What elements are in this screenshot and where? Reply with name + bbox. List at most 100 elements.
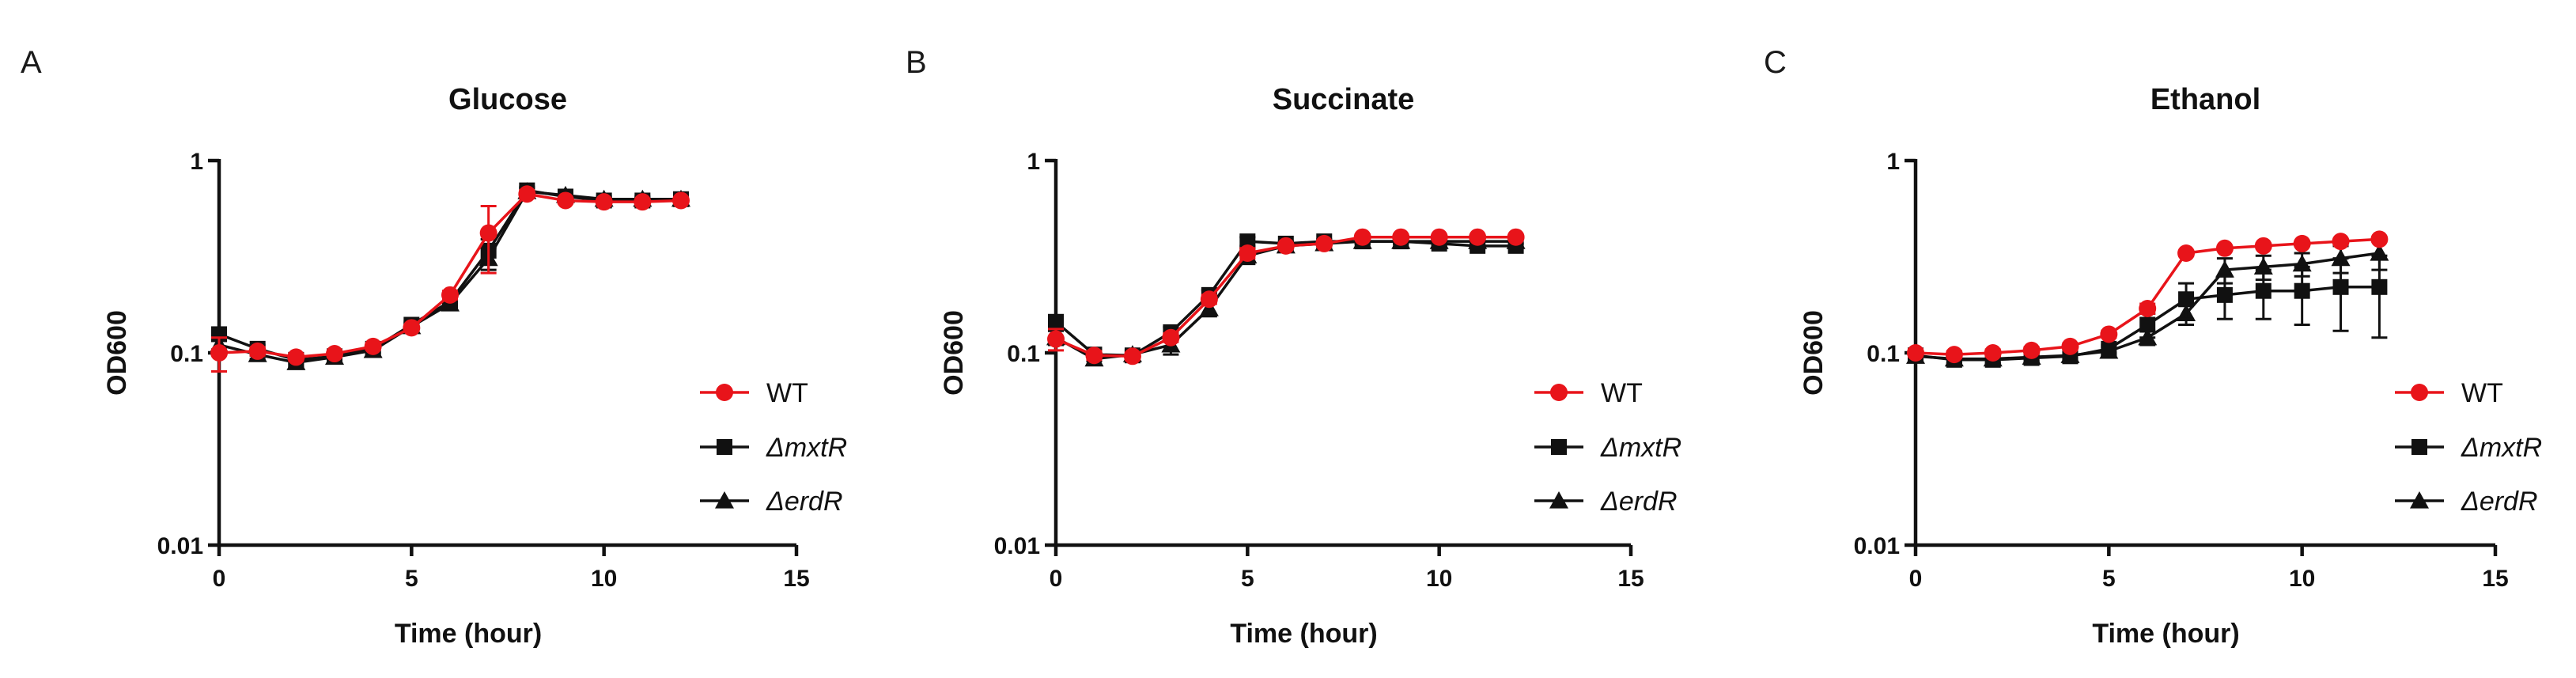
series-line (1054, 240, 1516, 357)
legend-marker (2411, 439, 2427, 455)
data-point (2255, 282, 2271, 299)
data-point (479, 224, 497, 242)
data-point (2294, 282, 2310, 299)
x-axis-label: Time (hour) (2092, 619, 2239, 649)
data-point (2139, 300, 2157, 318)
data-point (364, 337, 382, 355)
series-ΔerdR (210, 182, 690, 370)
legend: WT ΔmxtR ΔerdR (1534, 378, 1681, 517)
chart-panel-a: A Glucose 1 0.1 0.01 0 5 10 15 Time (hour) OD600 WT… (21, 45, 847, 649)
panel-letter: B (906, 45, 927, 80)
legend-marker (716, 384, 733, 401)
x-tick-label: 0 (1909, 566, 1923, 592)
data-point (1048, 313, 1064, 330)
chart-panel-b: B Succinate 1 0.1 0.01 0 5 10 15 Time (hour) OD600… (906, 45, 1681, 649)
y-tick-label: 0.1 (1007, 341, 1040, 367)
x-tick-label: 5 (1241, 566, 1254, 592)
x-tick-label: 15 (1617, 566, 1644, 592)
data-point (287, 348, 305, 366)
y-axis-label: OD600 (1799, 310, 1829, 396)
data-point (1507, 228, 1525, 246)
data-point (326, 345, 343, 363)
x-tick-label: 0 (1050, 566, 1063, 592)
data-point (2177, 244, 2196, 263)
data-point (2370, 230, 2389, 248)
series-line (218, 190, 681, 365)
x-axis-label: Time (hour) (1230, 619, 1377, 649)
series-line (1055, 240, 1516, 361)
x-tick-label: 5 (2102, 566, 2116, 592)
legend: WT ΔmxtR ΔerdR (700, 378, 847, 517)
data-point (672, 191, 690, 210)
data-point (1047, 330, 1065, 348)
x-tick-label: 10 (1426, 566, 1452, 592)
data-point (1162, 328, 1180, 347)
data-point (2101, 340, 2117, 357)
legend-marker (1549, 491, 1568, 509)
legend-label: WT (2461, 378, 2503, 408)
data-point (1277, 237, 1295, 255)
data-point (2216, 286, 2233, 303)
series-line (218, 192, 682, 359)
data-point (1984, 344, 2002, 362)
y-tick-label: 0.01 (157, 533, 203, 559)
panel-letter: C (1764, 45, 1787, 80)
data-point (2100, 325, 2118, 343)
y-tick-label: 1 (1027, 149, 1040, 175)
data-point (518, 185, 536, 203)
series-ΔmxtR (211, 182, 689, 368)
data-point (1315, 234, 1333, 252)
data-point (2215, 260, 2234, 278)
legend-label: ΔmxtR (766, 433, 847, 463)
data-point (210, 344, 228, 362)
chart-panel-c: C Ethanol 1 0.1 0.01 0 5 10 15 Time (hour) OD600 WT… (1764, 45, 2542, 649)
legend-label: ΔerdR (2461, 487, 2538, 517)
data-point (403, 319, 421, 337)
x-tick-label: 5 (405, 566, 418, 592)
legend-marker (717, 439, 732, 455)
x-tick-label: 15 (2482, 566, 2508, 592)
data-point (2178, 291, 2195, 308)
data-point (2332, 278, 2349, 295)
series-WT (210, 185, 690, 373)
legend-label: WT (1601, 378, 1643, 408)
legend-marker (715, 491, 734, 509)
legend-label: ΔmxtR (2461, 433, 2542, 463)
x-tick-label: 10 (591, 566, 617, 592)
legend-marker (1550, 384, 1568, 401)
data-point (2332, 233, 2350, 251)
series-line (218, 188, 682, 362)
chart-title: Succinate (1273, 83, 1415, 116)
legend-marker (2411, 384, 2428, 401)
data-point (1085, 347, 1103, 365)
data-point (2254, 237, 2272, 255)
series-WT (1907, 230, 2389, 364)
data-point (2022, 341, 2041, 359)
data-point (1907, 344, 1924, 362)
x-tick-label: 10 (2289, 566, 2315, 592)
data-point (557, 191, 574, 210)
y-axis-label: OD600 (102, 310, 132, 396)
data-point (1945, 346, 1963, 364)
series-WT (1047, 228, 1525, 366)
panel-letter: A (21, 45, 42, 80)
y-tick-label: 0.1 (1867, 341, 1900, 367)
y-tick-label: 0.1 (170, 341, 203, 367)
legend-label: ΔmxtR (1600, 433, 1681, 463)
data-point (441, 286, 459, 304)
y-tick-label: 0.01 (994, 533, 1040, 559)
data-point (248, 342, 267, 360)
legend: WT ΔmxtR ΔerdR (2395, 378, 2542, 517)
chart-title: Glucose (448, 83, 567, 116)
data-point (1123, 347, 1141, 366)
x-axis-label: Time (hour) (395, 619, 542, 649)
x-tick-label: 15 (783, 566, 809, 592)
data-point (2371, 278, 2388, 295)
data-point (2139, 316, 2156, 333)
chart-title: Ethanol (2150, 83, 2260, 116)
data-point (1353, 228, 1371, 246)
data-point (1239, 233, 1256, 250)
y-tick-label: 1 (190, 149, 203, 175)
